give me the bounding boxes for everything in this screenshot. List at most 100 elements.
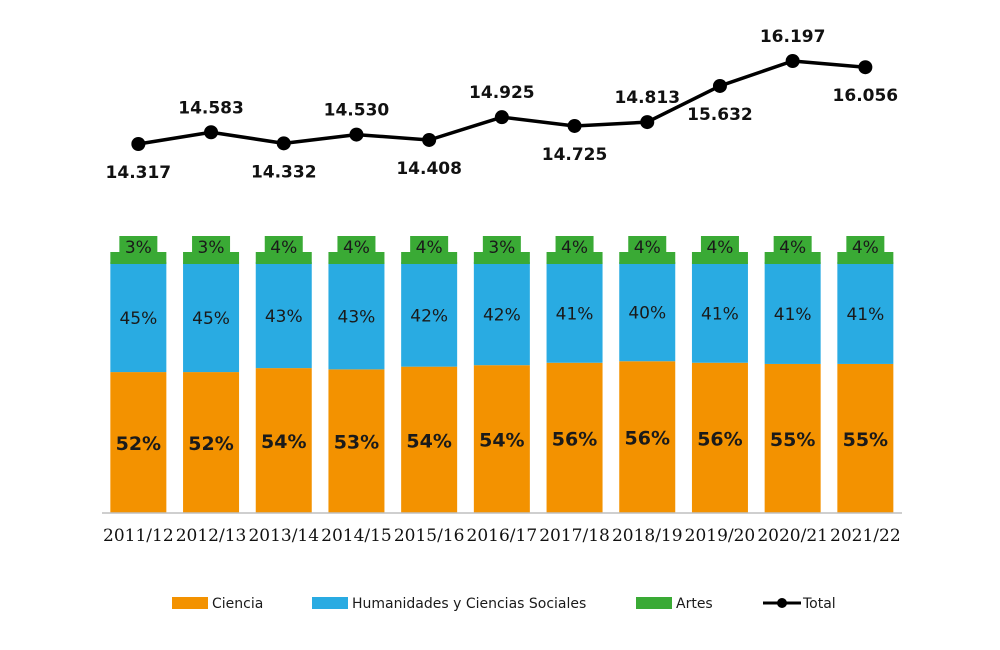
artes-label-box <box>337 236 376 260</box>
data-label-artes: 4% <box>343 238 370 258</box>
x-tick-label: 2020/21 <box>757 526 828 546</box>
bar-ciencia-2011/12 <box>110 372 167 513</box>
legend-label: Ciencia <box>212 596 263 612</box>
data-label-artes: 4% <box>561 238 588 258</box>
data-label-humanidades: 41% <box>701 304 739 324</box>
legend-line-marker <box>777 598 787 608</box>
x-tick-label: 2011/12 <box>103 526 174 546</box>
total-point <box>276 136 291 151</box>
data-label-humanidades: 40% <box>628 304 666 324</box>
data-label-ciencia: 55% <box>770 429 815 451</box>
artes-label-box <box>119 236 158 260</box>
data-label-humanidades: 41% <box>774 305 812 325</box>
bar-humanidades-2013/14 <box>255 262 312 369</box>
data-label-artes: 4% <box>706 238 733 258</box>
total-data-label: 14.813 <box>614 88 680 108</box>
bar-humanidades-2016/17 <box>473 262 530 366</box>
x-tick-label: 2012/13 <box>176 526 247 546</box>
x-tick-label: 2013/14 <box>248 526 319 546</box>
data-label-artes: 4% <box>634 238 661 258</box>
total-data-label: 14.925 <box>469 83 535 103</box>
legend-label: Total <box>802 596 836 612</box>
total-point <box>640 115 655 130</box>
bar-humanidades-2018/19 <box>619 262 676 362</box>
data-label-artes: 4% <box>416 238 443 258</box>
data-label-humanidades: 45% <box>192 309 230 329</box>
bar-humanidades-2012/13 <box>183 262 240 373</box>
total-data-label: 14.725 <box>542 145 608 165</box>
data-label-humanidades: 41% <box>556 304 594 324</box>
legend-label: Artes <box>676 596 713 612</box>
data-label-humanidades: 42% <box>483 306 521 326</box>
bar-humanidades-2020/21 <box>764 262 821 364</box>
x-tick-label: 2018/19 <box>612 526 683 546</box>
data-label-humanidades: 41% <box>846 305 884 325</box>
data-label-ciencia: 56% <box>625 428 670 450</box>
bar-ciencia-2017/18 <box>546 362 603 513</box>
x-tick-labels: 2011/12 2012/13 2013/14 2014/15 2015/16 2016/… <box>103 526 901 546</box>
x-tick-label: 2017/18 <box>539 526 610 546</box>
total-point <box>712 78 727 93</box>
total-data-label: 15.632 <box>687 105 753 125</box>
legend-swatch <box>312 597 348 609</box>
total-data-label: 16.197 <box>760 27 826 47</box>
artes-label-box <box>410 236 449 260</box>
data-label-artes: 4% <box>852 238 879 258</box>
artes-label-box <box>192 236 231 260</box>
legend: Ciencia Humanidades y Ciencias Sociales Ar… <box>172 596 836 612</box>
data-label-ciencia: 52% <box>188 433 233 455</box>
bar-humanidades-2017/18 <box>546 262 603 363</box>
bar-ciencia-2014/15 <box>328 369 385 513</box>
artes-label-box <box>264 236 303 260</box>
data-label-humanidades: 45% <box>119 309 157 329</box>
total-point <box>204 125 219 140</box>
artes-label-box <box>846 236 885 260</box>
total-data-label: 16.056 <box>833 86 899 106</box>
total-point <box>131 137 146 151</box>
x-tick-label: 2019/20 <box>685 526 756 546</box>
bar-humanidades-2021/22 <box>837 262 894 364</box>
bar-ciencia-2012/13 <box>183 372 240 513</box>
data-label-ciencia: 53% <box>334 432 379 454</box>
total-point <box>422 132 437 147</box>
data-label-ciencia: 55% <box>843 429 888 451</box>
bar-humanidades-2011/12 <box>110 262 167 373</box>
bar-ciencia-2013/14 <box>255 368 312 513</box>
data-label-artes: 4% <box>270 238 297 258</box>
total-point <box>785 54 800 68</box>
bar-humanidades-2015/16 <box>401 262 458 367</box>
data-label-ciencia: 54% <box>406 430 451 452</box>
bar-ciencia-2020/21 <box>764 363 821 513</box>
total-line-layer: 14.317 14.583 14.332 14.530 14.408 14.925 14.7… <box>106 27 899 183</box>
bar-ciencia-2021/22 <box>837 363 894 513</box>
total-data-label: 14.530 <box>324 101 390 121</box>
legend-swatch <box>636 597 672 609</box>
data-label-ciencia: 56% <box>552 428 597 450</box>
data-label-artes: 3% <box>125 238 152 258</box>
x-tick-label: 2015/16 <box>394 526 465 546</box>
bar-ciencia-2018/19 <box>619 361 676 513</box>
total-data-label: 14.408 <box>396 159 462 179</box>
data-label-artes: 3% <box>198 238 225 258</box>
bar-humanidades-2019/20 <box>691 262 748 363</box>
bar-ciencia-2015/16 <box>401 366 458 513</box>
total-point <box>858 60 873 75</box>
bar-humanidades-2014/15 <box>328 262 385 370</box>
legend-label: Humanidades y Ciencias Sociales <box>352 596 586 612</box>
data-label-humanidades: 43% <box>338 308 376 328</box>
legend-swatch <box>172 597 208 609</box>
total-data-label: 14.317 <box>106 163 172 183</box>
artes-label-box <box>628 236 667 260</box>
artes-label-box <box>482 236 521 260</box>
total-data-label: 14.583 <box>178 98 244 118</box>
data-label-ciencia: 52% <box>116 433 161 455</box>
bar-ciencia-2019/20 <box>691 362 748 513</box>
artes-label-box <box>555 236 594 260</box>
x-tick-label: 2016/17 <box>467 526 538 546</box>
total-point <box>567 118 582 133</box>
data-label-ciencia: 56% <box>697 428 742 450</box>
data-label-humanidades: 43% <box>265 307 303 327</box>
bars-layer: 52% 45% 3% 52% 45% 3% 54% 43% 4% 53% 43% 4% 54% 42% 4%… <box>110 236 894 513</box>
